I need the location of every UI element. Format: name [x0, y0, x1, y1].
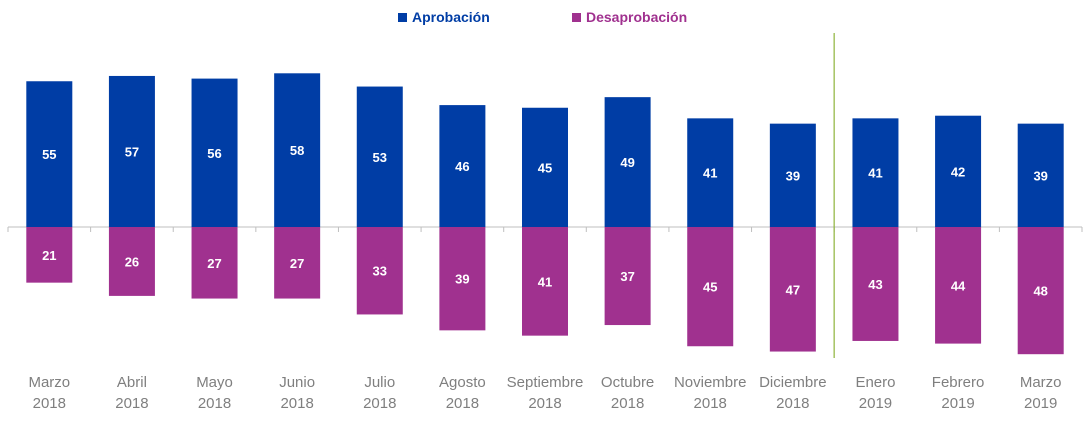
x-tick-label-year: 2019: [859, 395, 892, 412]
data-label-desaprobacion: 27: [207, 256, 221, 271]
x-tick-label-month: Marzo: [28, 374, 70, 391]
data-label-aprobacion: 41: [703, 166, 717, 181]
x-tick-label-year: 2018: [611, 395, 644, 412]
data-label-desaprobacion: 26: [125, 254, 139, 269]
data-label-aprobacion: 55: [42, 147, 56, 162]
x-tick-label-year: 2018: [694, 395, 727, 412]
x-tick-label-year: 2018: [280, 395, 313, 412]
data-label-aprobacion: 42: [951, 164, 965, 179]
data-label-aprobacion: 49: [620, 155, 634, 170]
x-tick-label-year: 2018: [528, 395, 561, 412]
x-tick-label-month: Junio: [279, 374, 315, 391]
x-tick-label-year: 2018: [446, 395, 479, 412]
x-tick-label-month: Octubre: [601, 374, 654, 391]
data-label-desaprobacion: 43: [868, 277, 882, 292]
x-tick-label-year: 2018: [198, 395, 231, 412]
data-label-aprobacion: 39: [786, 168, 800, 183]
x-tick-label-year: 2018: [33, 395, 66, 412]
data-label-aprobacion: 58: [290, 143, 304, 158]
x-tick-label-month: Abril: [117, 374, 147, 391]
data-label-aprobacion: 39: [1033, 168, 1047, 183]
x-tick-label-year: 2019: [1024, 395, 1057, 412]
data-label-desaprobacion: 45: [703, 280, 717, 295]
data-label-aprobacion: 56: [207, 146, 221, 161]
x-tick-label-month: Enero: [855, 374, 895, 391]
x-tick-label-month: Agosto: [439, 374, 486, 391]
data-label-desaprobacion: 44: [951, 278, 966, 293]
data-label-aprobacion: 41: [868, 166, 882, 181]
data-label-desaprobacion: 47: [786, 282, 800, 297]
data-label-desaprobacion: 48: [1033, 284, 1047, 299]
data-label-desaprobacion: 33: [373, 264, 387, 279]
data-label-aprobacion: 57: [125, 144, 139, 159]
x-tick-label-month: Febrero: [932, 374, 985, 391]
bar-chart: 55 21 Marzo 2018 57 26 Abril 2018 56 27 Mayo 2018 58…: [0, 0, 1087, 423]
x-tick-label-year: 2018: [776, 395, 809, 412]
x-tick-label-month: Diciembre: [759, 374, 827, 391]
data-label-aprobacion: 53: [373, 150, 387, 165]
x-tick-label-month: Marzo: [1020, 374, 1062, 391]
data-label-aprobacion: 45: [538, 160, 552, 175]
data-label-desaprobacion: 41: [538, 274, 552, 289]
x-tick-label-year: 2018: [115, 395, 148, 412]
x-tick-label-month: Mayo: [196, 374, 233, 391]
x-tick-label-year: 2019: [941, 395, 974, 412]
data-label-desaprobacion: 37: [620, 269, 634, 284]
x-tick-label-month: Noviembre: [674, 374, 747, 391]
data-label-aprobacion: 46: [455, 159, 469, 174]
data-label-desaprobacion: 21: [42, 248, 56, 263]
x-tick-label-month: Septiembre: [507, 374, 584, 391]
data-label-desaprobacion: 39: [455, 272, 469, 287]
x-tick-label-month: Julio: [364, 374, 395, 391]
data-label-desaprobacion: 27: [290, 256, 304, 271]
x-tick-label-year: 2018: [363, 395, 396, 412]
